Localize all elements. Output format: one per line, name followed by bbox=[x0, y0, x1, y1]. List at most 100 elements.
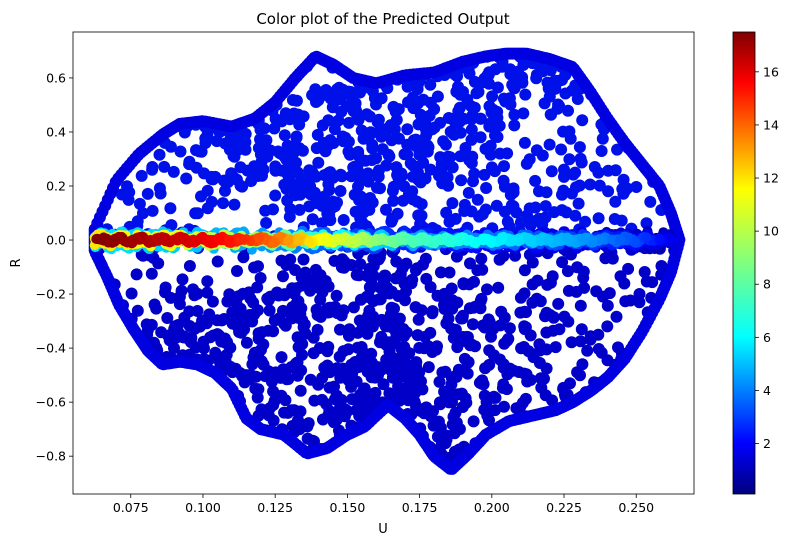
scatter-point bbox=[633, 288, 646, 300]
scatter-point bbox=[401, 123, 414, 136]
scatter-point bbox=[356, 216, 368, 228]
scatter-point bbox=[417, 113, 430, 126]
scatter-point bbox=[465, 113, 478, 126]
scatter-point bbox=[571, 366, 584, 379]
scatter-point bbox=[614, 270, 627, 283]
scatter-point bbox=[562, 104, 574, 117]
colorbar-tick-label: 8 bbox=[763, 277, 771, 292]
scatter-point bbox=[518, 136, 531, 149]
scatter-point bbox=[248, 261, 261, 274]
scatter-point bbox=[231, 265, 243, 277]
scatter-point bbox=[278, 317, 291, 330]
scatter-point bbox=[146, 204, 159, 217]
scatter-point bbox=[204, 331, 217, 344]
x-tick-label: 0.175 bbox=[402, 500, 438, 515]
scatter-point bbox=[445, 282, 458, 295]
scatter-point bbox=[406, 236, 417, 247]
scatter-point bbox=[153, 148, 166, 161]
scatter-point bbox=[377, 378, 390, 391]
scatter-point bbox=[390, 255, 403, 268]
scatter-point bbox=[529, 201, 542, 214]
scatter-point bbox=[497, 250, 510, 262]
scatter-point bbox=[424, 281, 437, 293]
scatter-point bbox=[283, 113, 296, 126]
scatter-point bbox=[344, 237, 355, 248]
scatter-point bbox=[526, 278, 539, 291]
scatter-point bbox=[422, 141, 435, 154]
y-axis-label: R bbox=[9, 258, 24, 267]
scatter-point bbox=[574, 152, 587, 165]
scatter-point bbox=[196, 314, 209, 327]
scatter-point bbox=[354, 169, 367, 182]
scatter-point bbox=[146, 161, 159, 173]
scatter-point bbox=[424, 78, 437, 91]
scatter-point bbox=[514, 291, 527, 304]
scatter-point bbox=[234, 302, 247, 315]
scatter-point bbox=[606, 252, 619, 265]
scatter-point bbox=[393, 394, 406, 407]
scatter-point bbox=[358, 382, 371, 395]
scatter-point bbox=[443, 396, 456, 409]
scatter-point bbox=[448, 445, 461, 458]
scatter-point bbox=[489, 129, 501, 142]
scatter-point bbox=[334, 323, 346, 336]
scatter-point bbox=[311, 193, 324, 205]
scatter-point bbox=[254, 272, 267, 284]
scatter-point bbox=[288, 404, 301, 417]
scatter-point bbox=[463, 154, 476, 167]
scatter-point bbox=[393, 132, 405, 145]
scatter-point bbox=[134, 232, 145, 243]
scatter-point bbox=[141, 324, 154, 337]
scatter-point bbox=[328, 123, 341, 136]
scatter-point bbox=[331, 91, 344, 104]
scatter-point bbox=[465, 338, 478, 351]
scatter-point bbox=[271, 286, 283, 299]
scatter-point bbox=[665, 235, 676, 245]
scatter-point bbox=[130, 268, 143, 281]
scatter-point bbox=[514, 216, 527, 229]
scatter-point bbox=[256, 326, 268, 339]
scatter-point bbox=[574, 335, 587, 348]
scatter-point bbox=[516, 71, 529, 84]
scatter-point bbox=[506, 68, 519, 81]
scatter-point bbox=[240, 336, 253, 349]
scatter-point bbox=[584, 178, 597, 191]
scatter-point bbox=[498, 337, 511, 350]
scatter-point bbox=[450, 250, 463, 263]
scatter-point bbox=[123, 186, 136, 199]
scatter-point bbox=[275, 351, 288, 364]
scatter-point bbox=[278, 146, 290, 159]
colorbar-tick-label: 6 bbox=[763, 330, 771, 345]
scatter-point bbox=[297, 253, 310, 266]
scatter-point bbox=[283, 236, 294, 246]
scatter-point bbox=[509, 79, 522, 92]
scatter-point bbox=[365, 274, 378, 286]
scatter-point bbox=[446, 302, 459, 315]
scatter-point bbox=[452, 80, 464, 93]
scatter-point bbox=[263, 304, 276, 317]
scatter-point bbox=[296, 144, 309, 157]
scatter-point bbox=[402, 276, 415, 289]
scatter-point bbox=[406, 193, 419, 206]
scatter-point bbox=[433, 375, 446, 388]
scatter-point bbox=[353, 83, 366, 96]
scatter-point bbox=[407, 91, 419, 104]
scatter-point bbox=[606, 234, 617, 245]
scatter-point bbox=[269, 160, 282, 173]
scatter-point bbox=[446, 161, 459, 174]
scatter-point bbox=[148, 298, 161, 311]
scatter-point bbox=[489, 63, 502, 76]
colorbar-tick-label: 16 bbox=[763, 64, 779, 79]
scatter-point bbox=[343, 323, 356, 336]
scatter-point bbox=[641, 232, 652, 243]
scatter-point bbox=[283, 156, 295, 169]
scatter-point bbox=[395, 232, 406, 243]
scatter-point bbox=[188, 322, 201, 335]
scatter-point bbox=[336, 364, 349, 377]
scatter-point bbox=[581, 344, 594, 357]
scatter-point bbox=[380, 203, 392, 216]
scatter-point bbox=[306, 166, 319, 179]
scatter-point bbox=[602, 164, 615, 177]
scatter-point bbox=[483, 77, 495, 90]
scatter-point bbox=[494, 147, 506, 160]
